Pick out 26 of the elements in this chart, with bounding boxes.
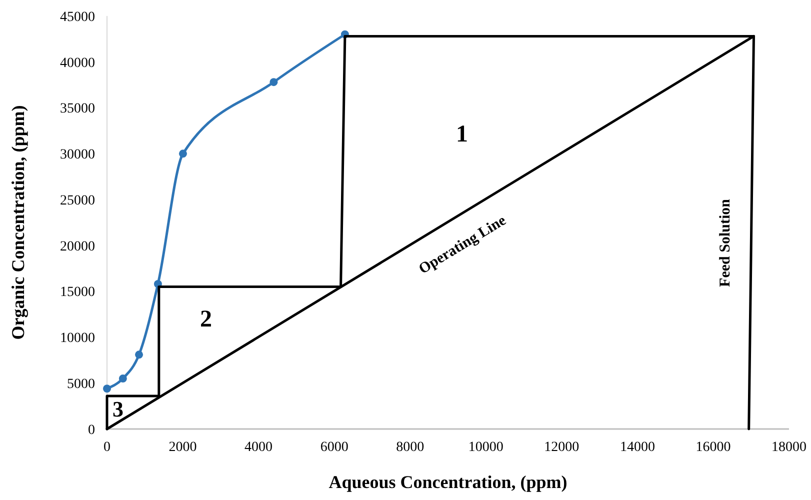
x-tick-label: 4000 (244, 440, 273, 455)
annotation: 3 (112, 396, 124, 422)
y-tick-label: 45000 (60, 10, 95, 25)
y-tick-label: 10000 (60, 331, 95, 346)
y-tick-label: 20000 (60, 239, 95, 254)
y-tick-label: 30000 (60, 148, 95, 163)
x-axis-title: Aqueous Concentration, (ppm) (328, 472, 568, 492)
annotation: 1 (456, 121, 468, 148)
annotation: 2 (200, 306, 212, 332)
y-axis-title: Organic Concentration, (ppm) (8, 105, 28, 340)
x-tick-label: 8000 (396, 440, 424, 455)
x-tick-label: 10000 (468, 440, 504, 455)
y-tick-label: 40000 (60, 56, 95, 71)
x-tick-label: 2000 (168, 440, 197, 455)
y-tick-label: 15000 (60, 285, 95, 300)
x-tick-label: 0 (104, 440, 110, 455)
x-tick-label: 18000 (772, 440, 806, 455)
y-tick-label: 35000 (60, 102, 95, 117)
x-tick-label: 12000 (544, 440, 580, 455)
x-tick-label: 6000 (320, 440, 348, 455)
annotation: Feed Solution (717, 198, 734, 287)
y-tick-label: 5000 (67, 377, 95, 392)
x-tick-label: 16000 (696, 440, 731, 455)
y-tick-label: 0 (88, 422, 95, 438)
y-tick-label: 25000 (60, 193, 95, 208)
x-tick-label: 14000 (620, 440, 655, 455)
